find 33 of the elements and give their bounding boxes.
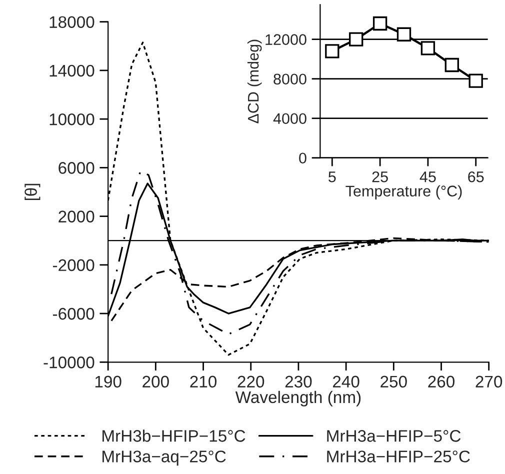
y-tick-label: -10000 — [44, 356, 94, 368]
y-tick-label: 4000 — [273, 113, 306, 124]
y-tick-label: -2000 — [52, 259, 94, 272]
x-tick-label: 230 — [285, 376, 312, 388]
y-tick-label: 18000 — [50, 16, 94, 28]
legend-label: MrH3a−HFIP−25°C — [327, 450, 470, 462]
x-tick-label: 200 — [142, 376, 169, 388]
x-tick-label: 25 — [372, 171, 388, 182]
x-tick-label: 270 — [476, 376, 502, 388]
y-axis-title: ΔCD (mdeg) — [247, 40, 262, 124]
y-tick-label: 12000 — [266, 34, 306, 45]
x-tick-label: 65 — [468, 171, 484, 182]
x-tick-label: 260 — [428, 376, 454, 388]
legend-label: MrH3a−HFIP−5°C — [327, 430, 461, 442]
x-tick-label: 210 — [190, 376, 217, 388]
x-tick-label: 190 — [95, 376, 122, 388]
x-axis-title: Temperature (°C) — [346, 185, 462, 200]
legend-label: MrH3b−HFIP−15°C — [102, 430, 246, 442]
x-tick-label: 240 — [332, 376, 360, 388]
legend-label: MrH3a−aq−25°C — [102, 450, 226, 466]
y-tick-label: -6000 — [52, 308, 94, 320]
y-tick-label: 14000 — [50, 64, 94, 77]
x-tick-label: 45 — [420, 172, 436, 182]
y-tick-label: 6000 — [58, 162, 94, 174]
y-tick-label: 10000 — [50, 113, 94, 126]
y-axis-title: [θ] — [24, 184, 40, 200]
y-tick-label: 2000 — [58, 210, 94, 222]
y-tick-label: 0 — [299, 152, 306, 164]
x-axis-title: Wavelength (nm) — [235, 390, 361, 406]
x-tick-label: 5 — [328, 172, 336, 182]
x-tick-label: 220 — [238, 376, 264, 388]
y-tick-label: 8000 — [274, 74, 306, 85]
x-tick-label: 250 — [380, 376, 407, 388]
